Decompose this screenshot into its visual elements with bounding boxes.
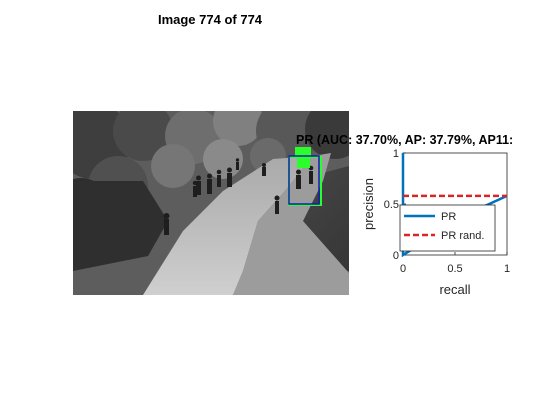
walkway-right xyxy=(233,153,349,295)
x-tick-label-0: 0 xyxy=(400,263,406,275)
scene-photo xyxy=(73,111,349,295)
y-tick-label-0: 0 xyxy=(393,250,399,262)
ground-truth-label xyxy=(295,147,311,157)
y-tick-label-2: 1 xyxy=(393,148,399,160)
x-tick-label-1: 0.5 xyxy=(447,263,462,275)
figure-title: Image 774 of 774 xyxy=(157,12,263,27)
y-tick-label-1: 0.5 xyxy=(384,199,399,211)
legend-label-pr-rand: PR rand. xyxy=(441,230,484,242)
x-tick-label-2: 1 xyxy=(504,263,510,275)
walkway xyxy=(143,156,313,295)
prediction-box xyxy=(288,155,320,205)
pr-chart: 0 0.5 1 0 0.5 1 recall precision PR PR r… xyxy=(361,148,510,297)
legend-box xyxy=(399,204,496,252)
ground-truth-marker xyxy=(297,158,310,168)
chart-title: PR (AUC: 37.70%, AP: 37.79%, AP11: xyxy=(296,133,514,147)
legend-label-pr: PR xyxy=(441,211,456,223)
bushes-left xyxy=(73,181,168,271)
y-axis-label: precision xyxy=(361,178,376,230)
surveillance-image xyxy=(73,111,349,295)
legend: PR PR rand. xyxy=(399,204,496,252)
pedestrians xyxy=(163,158,314,235)
x-axis-label: recall xyxy=(439,282,470,297)
